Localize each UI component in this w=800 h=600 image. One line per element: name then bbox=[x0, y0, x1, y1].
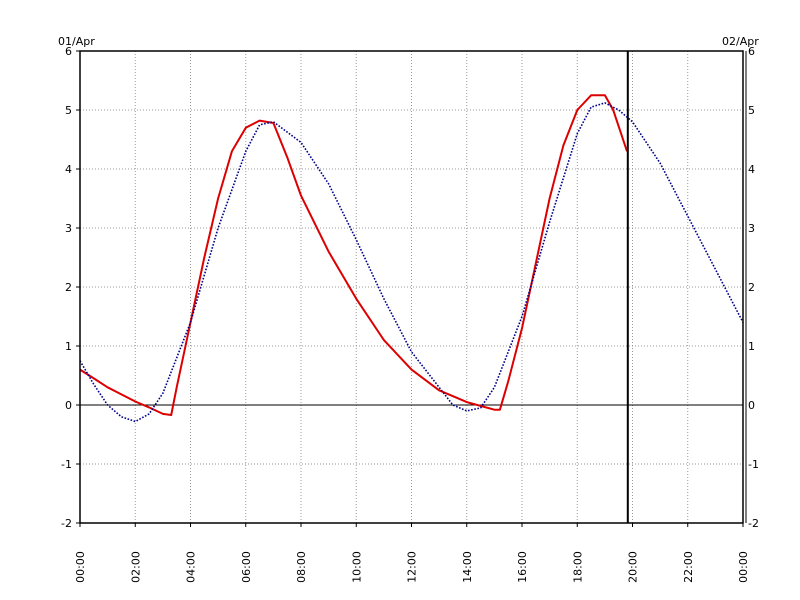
x-tick-label: 22:00 bbox=[682, 551, 695, 583]
y-tick-label-right: 5 bbox=[748, 104, 755, 117]
y-tick-label-left: 3 bbox=[65, 222, 72, 235]
y-tick-label-right: 0 bbox=[748, 399, 755, 412]
x-tick-label: 18:00 bbox=[571, 551, 584, 583]
x-tick-label: 16:00 bbox=[516, 551, 529, 583]
y-tick-label-right: 3 bbox=[748, 222, 755, 235]
series-line-red bbox=[79, 94, 628, 416]
date-end-label: 02/Apr bbox=[722, 35, 759, 48]
y-tick-label-left: -2 bbox=[61, 517, 72, 530]
x-tick-label: 06:00 bbox=[240, 551, 253, 583]
x-tick-label: 12:00 bbox=[406, 551, 419, 583]
series-group bbox=[79, 94, 744, 423]
x-tick-label: 02:00 bbox=[129, 551, 142, 583]
x-tick-label: 00:00 bbox=[74, 551, 87, 583]
date-start-label: 01/Apr bbox=[58, 35, 95, 48]
y-tick-label-left: 6 bbox=[65, 45, 72, 58]
x-tick-label: 10:00 bbox=[350, 551, 363, 583]
y-tick-labels-left: 6 5 4 3 2 1 0 -1 -2 bbox=[61, 45, 80, 530]
y-tick-label-right: 4 bbox=[748, 163, 755, 176]
y-tick-label-right: -2 bbox=[748, 517, 759, 530]
x-tick-label: 00:00 bbox=[737, 551, 750, 583]
y-tick-label-left: 4 bbox=[65, 163, 72, 176]
x-tick-label: 14:00 bbox=[461, 551, 474, 583]
y-tick-label-right: 6 bbox=[748, 45, 755, 58]
y-tick-label-left: 2 bbox=[65, 281, 72, 294]
y-tick-label-right: -1 bbox=[748, 458, 759, 471]
y-tick-labels-right: 6 5 4 3 2 1 0 -1 -2 bbox=[748, 45, 759, 530]
y-tick-label-left: 5 bbox=[65, 104, 72, 117]
y-tick-label-left: 1 bbox=[65, 340, 72, 353]
y-tick-label-left: 0 bbox=[65, 399, 72, 412]
x-tick-label: 08:00 bbox=[295, 551, 308, 583]
x-tick-label: 20:00 bbox=[627, 551, 640, 583]
y-tick-label-right: 2 bbox=[748, 281, 755, 294]
y-tick-label-right: 1 bbox=[748, 340, 755, 353]
y-tick-label-left: -1 bbox=[61, 458, 72, 471]
series-line-blue bbox=[79, 102, 744, 423]
x-tick-label: 04:00 bbox=[185, 551, 198, 583]
x-tick-labels: 00:00 02:00 04:00 06:00 08:00 10:00 12:00 14:00… bbox=[74, 523, 750, 583]
